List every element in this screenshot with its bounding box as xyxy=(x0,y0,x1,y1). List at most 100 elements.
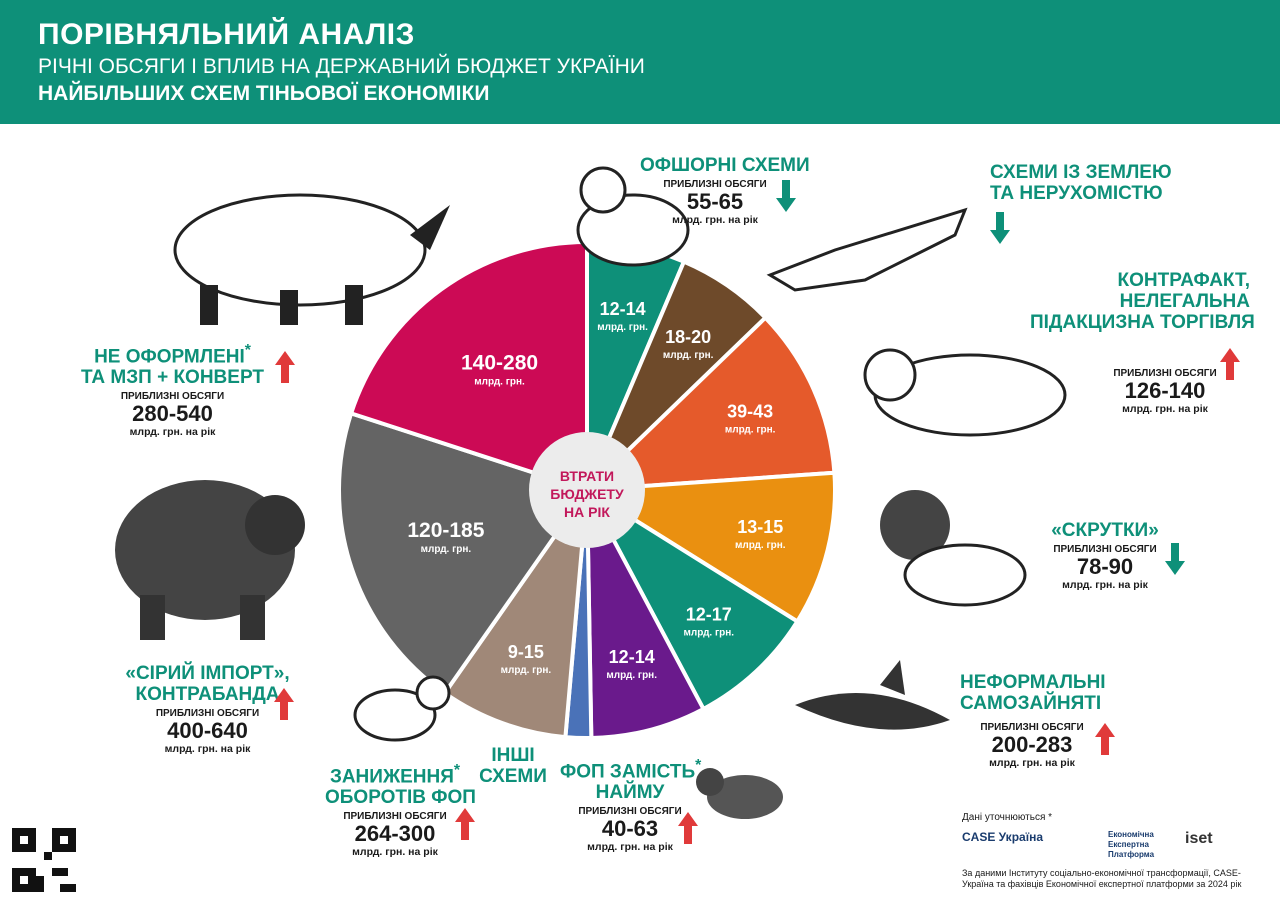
lion-illustration xyxy=(880,490,1027,607)
scheme-land: СХЕМИ ІЗ ЗЕМЛЕЮ ТА НЕРУХОМІСТЮ xyxy=(990,162,1175,204)
approx-label: ПРИБЛИЗНІ ОБСЯГИ xyxy=(980,722,1084,733)
scheme-grey-import-volume: 400-640 xyxy=(167,718,248,743)
down-arrow-icon xyxy=(1165,543,1185,575)
scheme-counterfeit-name-line3: ПІДАКЦИЗНА ТОРГІВЛЯ xyxy=(1030,312,1255,333)
scheme-twists-volume: 78-90 xyxy=(1076,554,1134,579)
qr-code-icon[interactable] xyxy=(12,828,76,892)
logo-iset: iset xyxy=(1185,830,1213,847)
year-unit: млрд. грн. на рік xyxy=(129,426,216,439)
pie-slice xyxy=(580,470,837,625)
scheme-envelope-volume: 280-540 xyxy=(132,401,213,427)
page-subtitle-bold: НАЙБІЛЬШИХ СХЕМ ТІНЬОВОЇ ЕКОНОМІКИ xyxy=(38,82,490,105)
pie-slice xyxy=(337,410,591,696)
scheme-counterfeit: КОНТРАФАКТ, НЕЛЕГАЛЬНА ПІДАКЦИЗНА ТОРГІВ… xyxy=(1030,270,1255,333)
slice-value-label: 13-15 xyxy=(737,517,783,537)
slice-unit-label: млрд. грн. xyxy=(683,628,734,639)
slice-unit-label: млрд. грн. xyxy=(735,540,786,551)
year-unit: млрд. грн. на рік xyxy=(1122,403,1208,415)
crocodile-illustration xyxy=(766,207,968,292)
data-note: Дані уточнюються * xyxy=(962,812,1053,823)
slice-value-label: 12-14 xyxy=(600,299,646,319)
approx-label: ПРИБЛИЗНІ ОБСЯГИ xyxy=(663,179,767,190)
pie-slice xyxy=(585,489,707,740)
bear-illustration xyxy=(115,480,305,640)
slice-unit-label: млрд. грн. xyxy=(725,424,776,435)
scheme-offshore-volume: 55-65 xyxy=(686,189,744,214)
scheme-counterfeit-volume-block: ПРИБЛИЗНІ ОБСЯГИ 126-140 млрд. грн. на р… xyxy=(1105,365,1225,415)
rhino-illustration xyxy=(173,193,450,325)
up-arrow-icon xyxy=(1220,348,1240,380)
slice-unit-label: млрд. грн. xyxy=(501,665,552,676)
slice-value-label: 18-20 xyxy=(665,327,711,347)
lynx-illustration xyxy=(353,675,451,742)
scheme-counterfeit-name-line2: НЕЛЕГАЛЬНА xyxy=(1119,291,1250,312)
scheme-fop-hire-volume: 40-63 xyxy=(601,816,659,842)
scheme-selfemployed-volume-block: ПРИБЛИЗНІ ОБСЯГИ 200-283 млрд. грн. на р… xyxy=(972,719,1092,769)
header-banner: ПОРІВНЯЛЬНИЙ АНАЛІЗ РІЧНІ ОБСЯГИ І ВПЛИВ… xyxy=(0,0,1280,124)
scheme-fop-turnover-name-line1: ЗАНИЖЕННЯ* xyxy=(329,762,461,788)
slice-unit-label: млрд. грн. xyxy=(421,544,472,555)
tiger-illustration xyxy=(863,348,1067,437)
logo-case-ukraine: CASE Україна xyxy=(962,830,1043,844)
scheme-land-name-line1: СХЕМИ ІЗ ЗЕМЛЕЮ xyxy=(990,162,1172,183)
year-unit: млрд. грн. на рік xyxy=(352,846,438,859)
scheme-selfemployed-name-line2: САМОЗАЙНЯТІ xyxy=(960,693,1102,714)
source-note: За даними Інституту соціально-економічно… xyxy=(962,868,1242,889)
scheme-fop-hire-name-line1: ФОП ЗАМІСТЬ* xyxy=(560,757,702,783)
approx-label: ПРИБЛИЗНІ ОБСЯГИ xyxy=(343,811,447,823)
scheme-fop-turnover-name-line2: ОБОРОТІВ ФОП xyxy=(325,787,476,809)
pie-center xyxy=(529,432,645,548)
approx-label: ПРИБЛИЗНІ ОБСЯГИ xyxy=(1053,544,1157,555)
scheme-envelope-name-line2: ТА МЗП + КОНВЕРТ xyxy=(81,367,264,389)
approx-label: ПРИБЛИЗНІ ОБСЯГИ xyxy=(578,806,682,818)
up-arrow-icon xyxy=(274,688,294,720)
scheme-other-name-line2: СХЕМИ xyxy=(479,766,547,787)
scheme-twists: «СКРУТКИ» ПРИБЛИЗНІ ОБСЯГИ 78-90 млрд. г… xyxy=(1045,520,1165,591)
scheme-envelope: НЕ ОФОРМЛЕНІ* ТА МЗП + КОНВЕРТ ПРИБЛИЗНІ… xyxy=(80,340,265,438)
scheme-grey-import: «СІРИЙ ІМПОРТ», КОНТРАБАНДА ПРИБЛИЗНІ ОБ… xyxy=(120,663,295,755)
scheme-selfemployed-volume: 200-283 xyxy=(991,732,1073,757)
scheme-offshore-name: ОФШОРНІ СХЕМИ xyxy=(640,155,810,176)
slice-value-label: 39-43 xyxy=(727,401,773,421)
slice-value-label: 120-185 xyxy=(407,519,484,542)
scheme-fop-turnover-volume: 264-300 xyxy=(354,821,436,847)
scheme-counterfeit-name-line1: КОНТРАФАКТ, xyxy=(1117,270,1250,291)
slice-unit-label: млрд. грн. xyxy=(474,377,525,388)
scheme-fop-hire-name-line2: НАЙМУ xyxy=(595,782,665,804)
scheme-counterfeit-volume: 126-140 xyxy=(1124,378,1206,403)
center-label-line1: ВТРАТИ xyxy=(560,468,614,484)
page-subtitle: РІЧНІ ОБСЯГИ І ВПЛИВ НА ДЕРЖАВНИЙ БЮДЖЕТ… xyxy=(38,55,645,78)
scheme-selfemployed-name-line1: НЕФОРМАЛЬНІ xyxy=(960,672,1106,693)
approx-label: ПРИБЛИЗНІ ОБСЯГИ xyxy=(120,391,225,403)
center-label-line2: БЮДЖЕТУ xyxy=(550,486,624,502)
slice-unit-label: млрд. грн. xyxy=(606,670,657,681)
footnote-star: * xyxy=(453,762,461,779)
down-arrow-icon xyxy=(990,212,1010,244)
scheme-grey-import-name-line1: «СІРИЙ ІМПОРТ», xyxy=(125,663,290,684)
year-unit: млрд. грн. на рік xyxy=(1062,579,1148,591)
wolf-illustration xyxy=(696,768,783,819)
slice-value-label: 12-14 xyxy=(609,647,655,667)
scheme-land-name-line2: ТА НЕРУХОМІСТЮ xyxy=(990,183,1163,204)
shark-illustration xyxy=(795,660,950,730)
up-arrow-icon xyxy=(275,351,295,383)
pie-slice xyxy=(348,239,589,493)
scheme-other: ІНШІ СХЕМИ xyxy=(478,745,548,787)
pie-slice xyxy=(581,484,801,712)
down-arrow-icon xyxy=(776,180,796,212)
slice-value-label: 140-280 xyxy=(461,352,538,375)
year-unit: млрд. грн. на рік xyxy=(587,841,673,854)
scheme-fop-hire: ФОП ЗАМІСТЬ* НАЙМУ ПРИБЛИЗНІ ОБСЯГИ 40-6… xyxy=(560,755,702,854)
slice-unit-label: млрд. грн. xyxy=(597,322,648,333)
scheme-fop-turnover: ЗАНИЖЕННЯ* ОБОРОТІВ ФОП ПРИБЛИЗНІ ОБСЯГИ… xyxy=(325,760,476,859)
year-unit: млрд. грн. на рік xyxy=(672,214,758,226)
footnote-star: * xyxy=(695,757,702,774)
scheme-selfemployed: НЕФОРМАЛЬНІ САМОЗАЙНЯТІ xyxy=(960,672,1106,714)
page-title: ПОРІВНЯЛЬНИЙ АНАЛІЗ xyxy=(38,18,415,51)
footnote-star: * xyxy=(244,342,251,359)
slice-unit-label: млрд. грн. xyxy=(663,350,714,361)
pie-slice xyxy=(581,314,837,493)
approx-label: ПРИБЛИЗНІ ОБСЯГИ xyxy=(155,708,260,719)
year-unit: млрд. грн. на рік xyxy=(989,757,1075,769)
up-arrow-icon xyxy=(1095,723,1115,755)
